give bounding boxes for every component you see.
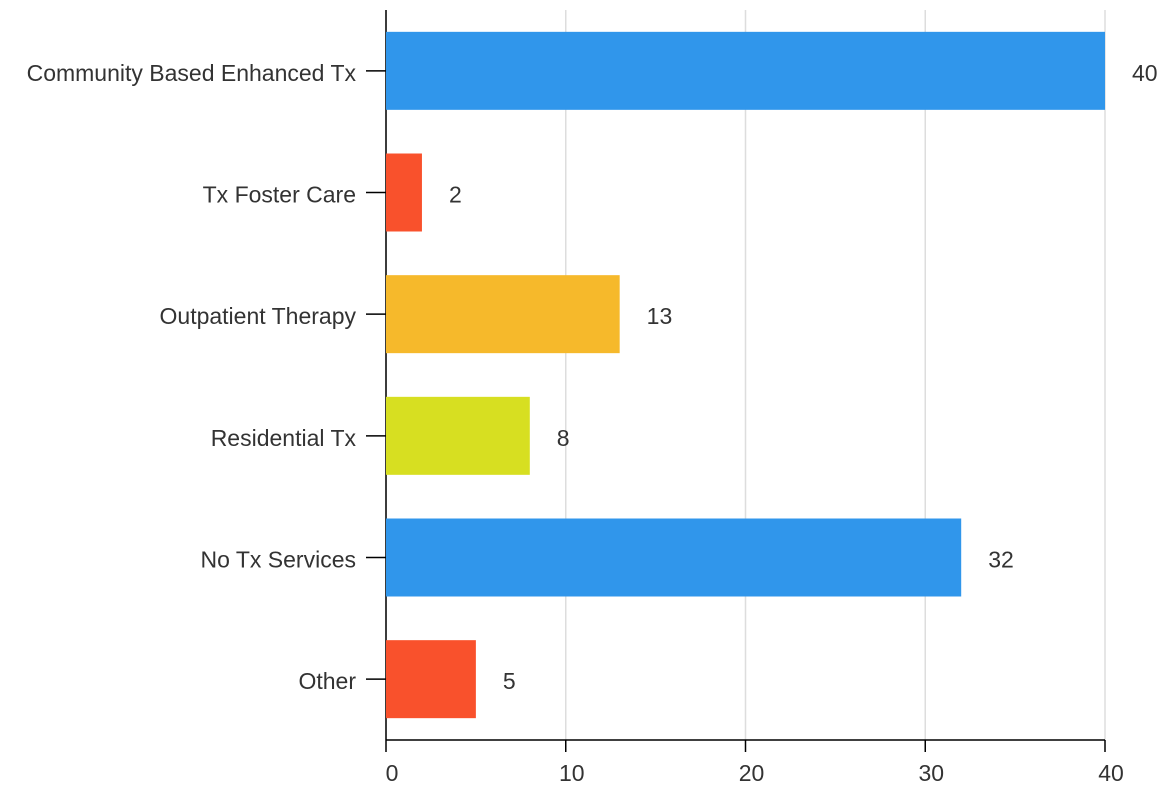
bar	[386, 31, 1105, 110]
bar	[386, 640, 476, 719]
value-label: 40	[1132, 60, 1158, 86]
x-tick-label: 10	[559, 760, 585, 786]
value-label: 8	[557, 425, 570, 451]
x-tick-label: 30	[918, 760, 944, 786]
value-label: 13	[647, 303, 673, 329]
value-label: 5	[503, 668, 516, 694]
y-tick-label: Tx Foster Care	[203, 182, 356, 208]
y-tick-label: Other	[298, 668, 356, 694]
x-tick-label: 20	[739, 760, 765, 786]
bar	[386, 396, 530, 475]
bar	[386, 153, 422, 232]
x-tick-label: 0	[386, 760, 399, 786]
y-tick-label: Outpatient Therapy	[160, 303, 357, 329]
y-tick-label: Community Based Enhanced Tx	[27, 60, 357, 86]
bar	[386, 275, 620, 354]
x-tick-label: 40	[1098, 760, 1124, 786]
y-tick-label: Residential Tx	[211, 425, 357, 451]
bar	[386, 518, 962, 597]
y-tick-label: No Tx Services	[200, 547, 356, 573]
value-label: 32	[988, 547, 1014, 573]
value-label: 2	[449, 182, 462, 208]
